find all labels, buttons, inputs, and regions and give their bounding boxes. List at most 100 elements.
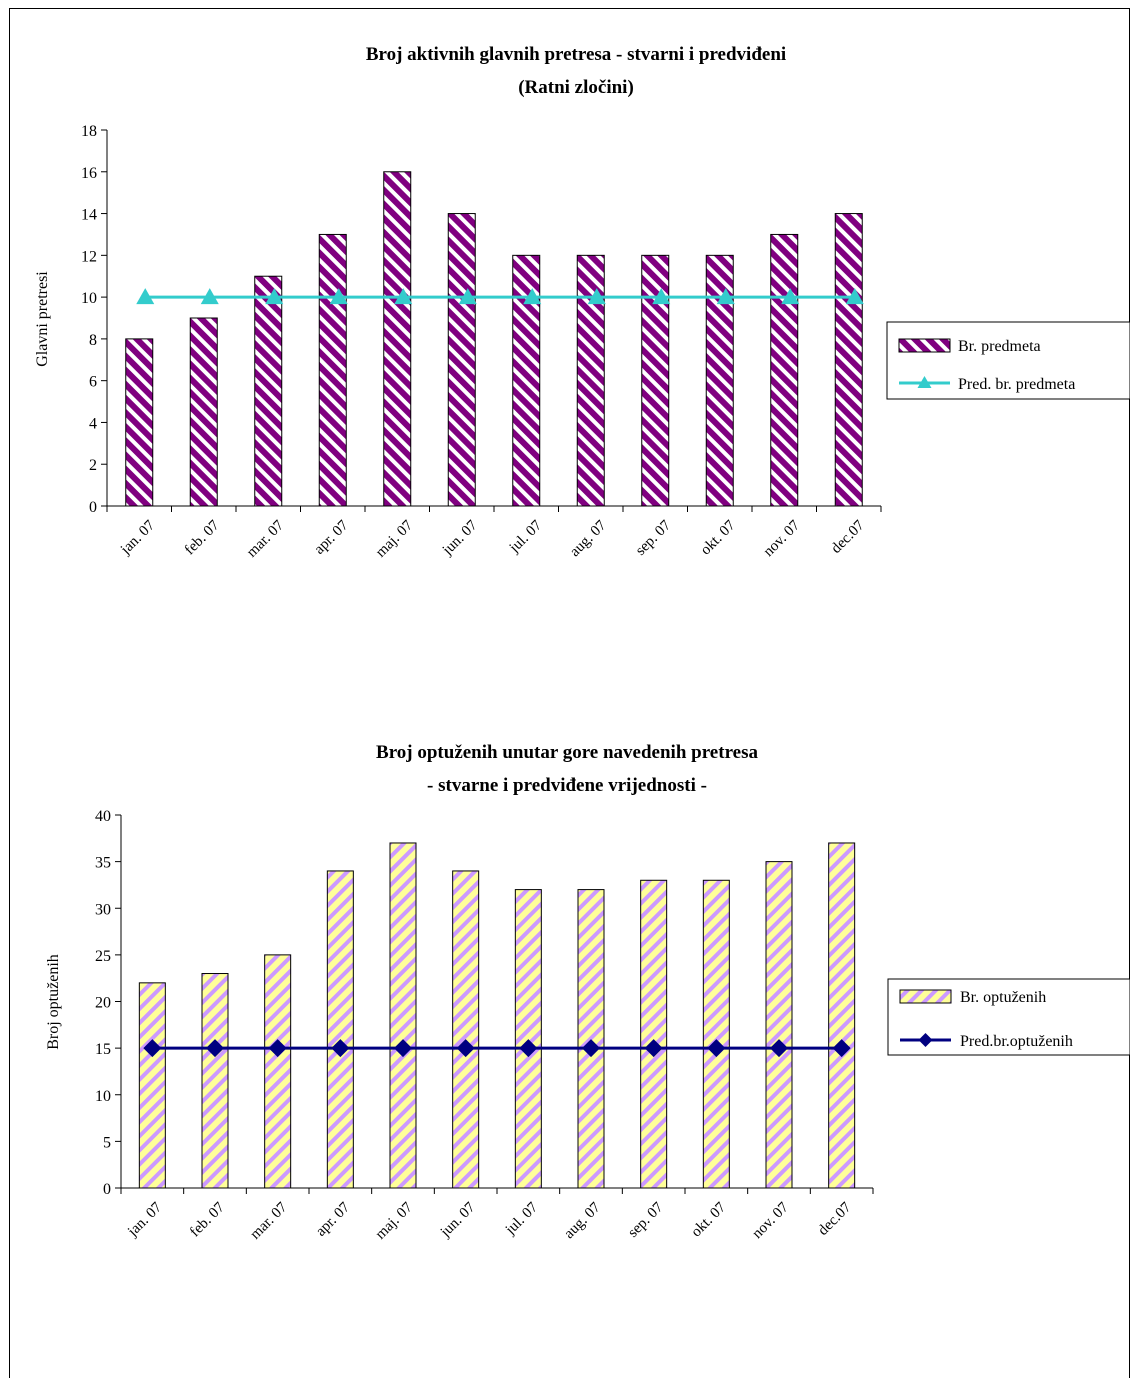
chart-1-series-marker — [523, 288, 542, 305]
chart-1-bar — [383, 171, 412, 507]
chart-2-series-marker — [143, 1039, 162, 1058]
chart-1-series-marker — [587, 288, 606, 305]
chart-2: Broj optuženih unutar gore navedenih pre… — [45, 742, 1130, 1243]
chart-1-ytick-label: 18 — [81, 123, 97, 140]
chart-1-series-marker — [716, 288, 735, 305]
chart-2-bar — [452, 870, 480, 1189]
chart-2-xtick-label: okt. 07 — [688, 1199, 729, 1240]
chart-1-legend-label-bars: Br. predmeta — [958, 338, 1041, 355]
chart-1-ytick-label: 0 — [89, 499, 97, 516]
chart-2-ytick-label: 40 — [95, 808, 111, 825]
chart-2-ytick-label: 15 — [95, 1041, 111, 1058]
chart-1: Broj aktivnih glavnih pretresa - stvarni… — [34, 44, 1130, 561]
chart-1-bar — [189, 317, 218, 507]
chart-1-bar — [318, 233, 347, 507]
chart-2-series-marker — [456, 1039, 475, 1058]
chart-1-bar — [641, 254, 670, 507]
chart-2-series-marker — [582, 1039, 600, 1058]
chart-1-xtick-label: apr. 07 — [311, 517, 352, 558]
chart-1-bar — [834, 213, 863, 507]
chart-1-series-marker — [136, 288, 155, 305]
chart-1-series-marker — [394, 288, 413, 305]
chart-2-ytick-label: 0 — [103, 1181, 111, 1198]
chart-2-legend: Br. optuženih Pred.br.optuženih — [887, 978, 1130, 1056]
chart-1-series-marker — [200, 288, 219, 305]
chart-2-xtick-label: dec.07 — [815, 1199, 855, 1239]
chart-2-series-marker — [394, 1039, 412, 1058]
chart-2-bar — [640, 879, 668, 1189]
chart-1-subtitle: (Ratni zločini) — [518, 77, 634, 98]
chart-2-xtick-label: sep. 07 — [625, 1199, 667, 1241]
chart-1-xtick-label: aug. 07 — [567, 517, 610, 560]
chart-2-xtick-label: feb. 07 — [187, 1199, 228, 1240]
chart-2-legend-label-line: Pred.br.optuženih — [960, 1033, 1073, 1050]
chart-1-xtick-label: sep. 07 — [633, 517, 675, 559]
chart-2-bar — [264, 954, 292, 1189]
chart-1-title: Broj aktivnih glavnih pretresa - stvarni… — [366, 44, 786, 65]
chart-1-bar — [576, 254, 605, 507]
chart-2-legend-marker — [918, 1033, 933, 1047]
chart-1-ytick-label: 16 — [81, 165, 97, 182]
chart-1-xtick-label: okt. 07 — [698, 517, 739, 558]
chart-2-ytick-label: 20 — [95, 995, 111, 1012]
chart-1-ytick-label: 10 — [81, 290, 97, 307]
chart-1-series-marker — [458, 288, 477, 305]
chart-2-bar — [389, 842, 417, 1189]
chart-1-xtick-label: mar. 07 — [244, 517, 287, 560]
chart-1-legend-marker — [917, 376, 932, 388]
chart-2-plot: 0 5 10 15 20 25 30 35 40 jan. 07 feb. 07 mar. 07 apr… — [95, 808, 874, 1243]
chart-2-series-marker — [519, 1039, 538, 1058]
chart-2-series-marker — [331, 1039, 350, 1058]
chart-2-ytick-label: 35 — [95, 855, 111, 872]
chart-2-ytick-label: 30 — [95, 901, 111, 918]
chart-1-bar — [447, 213, 476, 507]
chart-2-xtick-label: jun. 07 — [437, 1199, 479, 1241]
chart-2-bar — [765, 861, 793, 1189]
chart-2-bar — [201, 973, 229, 1189]
chart-1-series-marker — [781, 288, 800, 305]
chart-2-xtick-label: jul. 07 — [502, 1199, 541, 1238]
chart-2-bar — [138, 982, 166, 1189]
chart-2-bar — [702, 879, 730, 1189]
chart-2-bar — [514, 889, 542, 1189]
chart-1-xtick-label: jun. 07 — [439, 517, 481, 559]
chart-2-xtick-label: jan. 07 — [124, 1199, 165, 1240]
chart-1-bar — [254, 275, 283, 507]
chart-1-ylabel: Glavni pretresi — [34, 271, 51, 367]
chart-1-xtick-label: feb. 07 — [182, 517, 223, 558]
chart-1-xtick-label: maj. 07 — [373, 517, 416, 560]
chart-2-series-marker — [206, 1039, 224, 1058]
chart-2-series-marker — [707, 1039, 726, 1058]
chart-1-ytick-label: 4 — [89, 415, 97, 432]
chart-1-plot: 0 2 4 6 8 10 12 14 16 18 jan. 07 feb. 07 mar. 07 apr.… — [81, 123, 882, 561]
chart-2-ylabel: Broj optuženih — [45, 954, 62, 1050]
chart-1-series-marker — [265, 288, 284, 305]
chart-2-bar — [577, 889, 605, 1189]
chart-2-bar — [326, 870, 354, 1189]
chart-2-series-marker — [644, 1039, 663, 1058]
chart-1-xtick-label: dec.07 — [828, 517, 868, 557]
chart-2-xtick-label: apr. 07 — [313, 1199, 354, 1240]
chart-2-series-marker — [268, 1039, 287, 1058]
chart-2-xtick-label: nov. 07 — [749, 1199, 792, 1242]
chart-1-bar — [705, 254, 734, 507]
chart-2-ytick-label: 5 — [103, 1134, 111, 1151]
chart-1-xtick-label: jan. 07 — [117, 517, 158, 558]
chart-1-series-marker — [845, 288, 864, 305]
chart-1-bar — [512, 254, 541, 507]
chart-2-bar — [828, 842, 856, 1189]
chart-2-xtick-label: maj. 07 — [373, 1199, 416, 1242]
chart-2-series-marker — [770, 1039, 788, 1058]
chart-1-xtick-label: nov. 07 — [761, 517, 804, 560]
chart-2-xtick-label: mar. 07 — [247, 1199, 290, 1242]
chart-1-series-marker — [652, 288, 671, 305]
chart-1-legend-swatch-bars — [898, 338, 951, 353]
chart-1-ytick-label: 2 — [89, 457, 97, 474]
chart-2-series-marker — [832, 1039, 851, 1058]
chart-2-xtick-label: aug. 07 — [561, 1199, 604, 1242]
chart-1-legend-label-line: Pred. br. predmeta — [958, 376, 1075, 393]
chart-2-title: Broj optuženih unutar gore navedenih pre… — [376, 742, 758, 763]
chart-2-legend-swatch-bars — [899, 989, 952, 1004]
chart-1-legend: Br. predmeta Pred. br. predmeta — [886, 321, 1130, 400]
